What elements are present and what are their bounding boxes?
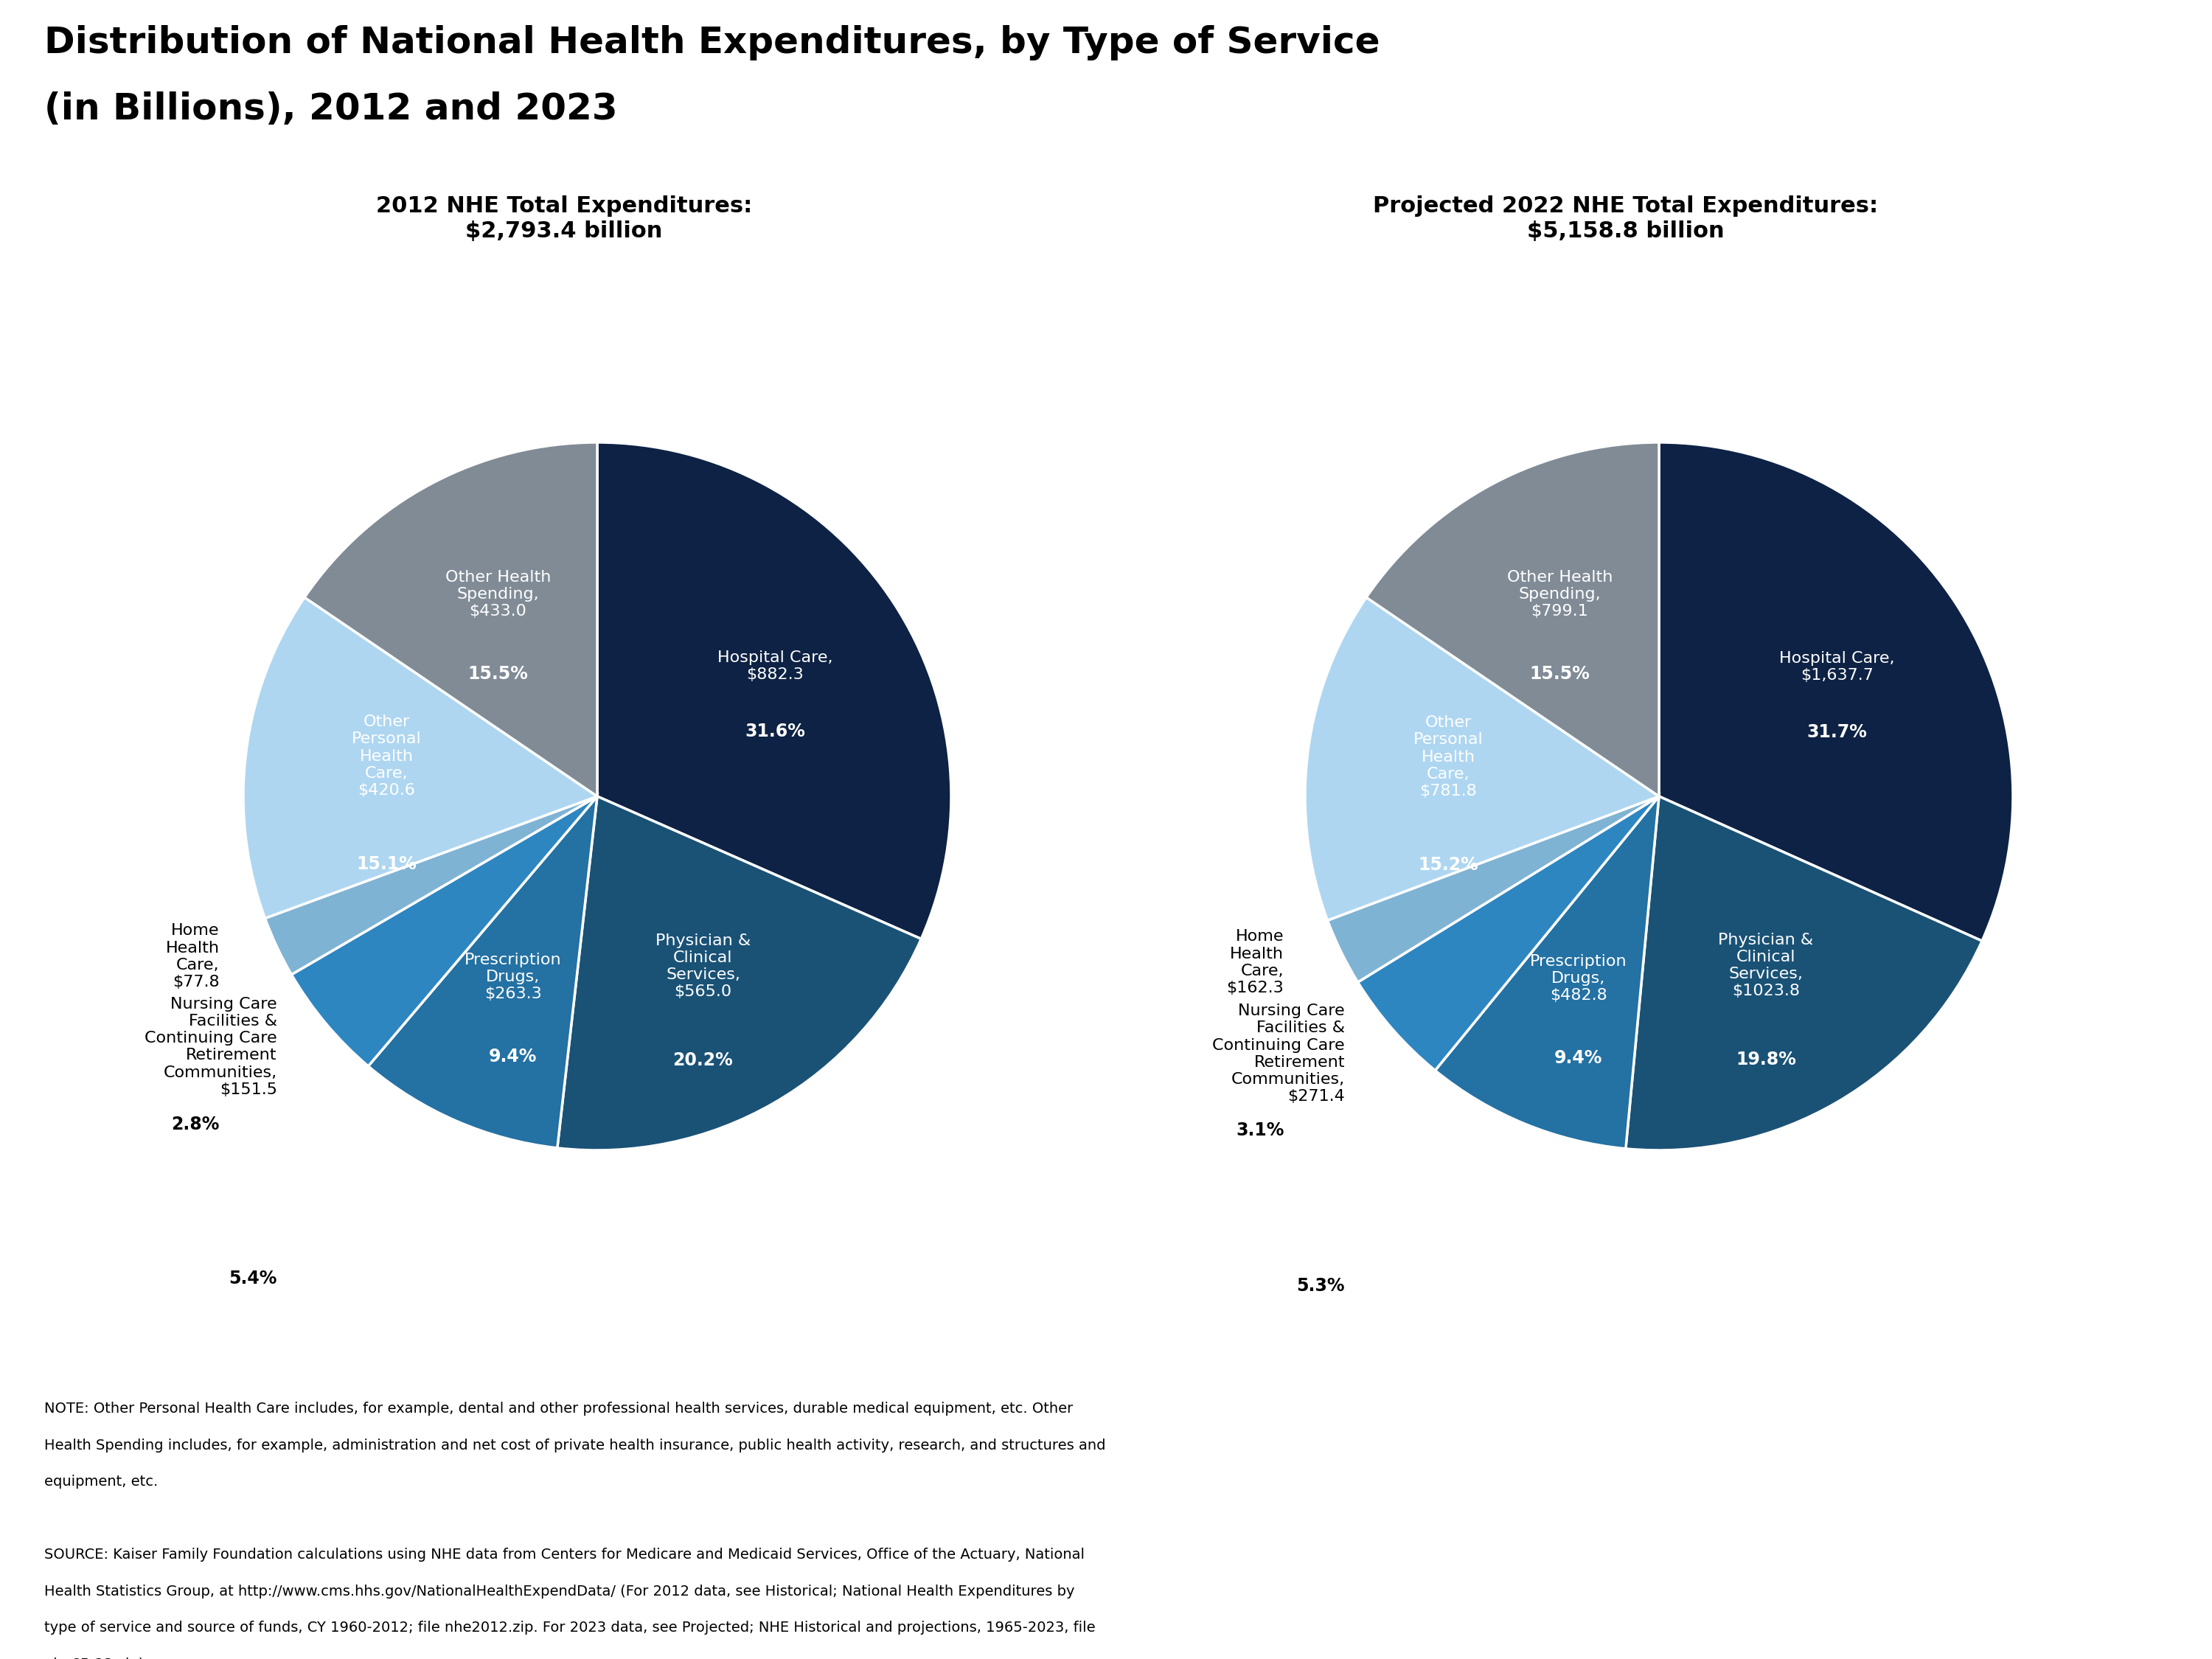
Wedge shape bbox=[305, 443, 597, 796]
Text: 15.2%: 15.2% bbox=[1418, 856, 1478, 874]
Text: Nursing Care
Facilities &
Continuing Care
Retirement
Communities,
$151.5: Nursing Care Facilities & Continuing Car… bbox=[144, 997, 276, 1097]
Text: 5.4%: 5.4% bbox=[228, 1269, 276, 1287]
Wedge shape bbox=[265, 796, 597, 974]
Text: Hospital Care,
$882.3: Hospital Care, $882.3 bbox=[717, 650, 832, 682]
Wedge shape bbox=[292, 796, 597, 1067]
Text: 19.8%: 19.8% bbox=[1736, 1050, 1796, 1068]
Wedge shape bbox=[1358, 796, 1659, 1070]
Text: 15.5%: 15.5% bbox=[467, 665, 529, 684]
Wedge shape bbox=[243, 597, 597, 919]
Text: Other
Personal
Health
Care,
$781.8: Other Personal Health Care, $781.8 bbox=[1413, 715, 1482, 798]
Text: Health Spending includes, for example, administration and net cost of private he: Health Spending includes, for example, a… bbox=[44, 1438, 1106, 1452]
Wedge shape bbox=[1626, 796, 1982, 1150]
Wedge shape bbox=[597, 443, 951, 939]
Text: FOUNDATION: FOUNDATION bbox=[2013, 1598, 2081, 1608]
Text: nhe65-23.zip).: nhe65-23.zip). bbox=[44, 1657, 148, 1659]
Text: NOTE: Other Personal Health Care includes, for example, dental and other profess: NOTE: Other Personal Health Care include… bbox=[44, 1402, 1073, 1415]
Text: Hospital Care,
$1,637.7: Hospital Care, $1,637.7 bbox=[1778, 650, 1896, 682]
Wedge shape bbox=[367, 796, 597, 1148]
Text: Home
Health
Care,
$162.3: Home Health Care, $162.3 bbox=[1228, 929, 1283, 995]
Wedge shape bbox=[1305, 597, 1659, 921]
Text: Nursing Care
Facilities &
Continuing Care
Retirement
Communities,
$271.4: Nursing Care Facilities & Continuing Car… bbox=[1212, 1004, 1345, 1103]
Text: (in Billions), 2012 and 2023: (in Billions), 2012 and 2023 bbox=[44, 91, 617, 126]
Text: 31.7%: 31.7% bbox=[1807, 723, 1867, 742]
Text: 15.5%: 15.5% bbox=[1528, 665, 1590, 684]
Text: Home
Health
Care,
$77.8: Home Health Care, $77.8 bbox=[166, 924, 219, 989]
Text: equipment, etc.: equipment, etc. bbox=[44, 1475, 157, 1488]
Wedge shape bbox=[1436, 796, 1659, 1148]
Text: Other
Personal
Health
Care,
$420.6: Other Personal Health Care, $420.6 bbox=[352, 715, 422, 798]
Text: 3.1%: 3.1% bbox=[1237, 1121, 1283, 1140]
Wedge shape bbox=[1659, 443, 2013, 941]
Wedge shape bbox=[557, 796, 920, 1150]
Text: Projected 2022 NHE Total Expenditures:
$5,158.8 billion: Projected 2022 NHE Total Expenditures: $… bbox=[1374, 196, 1878, 242]
Text: KAISER: KAISER bbox=[2017, 1513, 2077, 1528]
Text: FAMILY: FAMILY bbox=[2020, 1556, 2075, 1569]
Text: 2012 NHE Total Expenditures:
$2,793.4 billion: 2012 NHE Total Expenditures: $2,793.4 bi… bbox=[376, 196, 752, 242]
Text: 15.1%: 15.1% bbox=[356, 856, 416, 873]
Text: Other Health
Spending,
$799.1: Other Health Spending, $799.1 bbox=[1506, 571, 1613, 619]
Text: Physician &
Clinical
Services,
$565.0: Physician & Clinical Services, $565.0 bbox=[655, 934, 750, 999]
Text: type of service and source of funds, CY 1960-2012; file nhe2012.zip. For 2023 da: type of service and source of funds, CY … bbox=[44, 1621, 1095, 1634]
Text: 20.2%: 20.2% bbox=[672, 1052, 732, 1068]
Text: Prescription
Drugs,
$263.3: Prescription Drugs, $263.3 bbox=[465, 952, 562, 1002]
Text: 2.8%: 2.8% bbox=[170, 1117, 219, 1133]
Wedge shape bbox=[1367, 443, 1659, 796]
Wedge shape bbox=[1327, 796, 1659, 982]
Text: 9.4%: 9.4% bbox=[489, 1048, 538, 1065]
Text: Physician &
Clinical
Services,
$1023.8: Physician & Clinical Services, $1023.8 bbox=[1719, 932, 1814, 999]
Text: 9.4%: 9.4% bbox=[1555, 1050, 1601, 1067]
Text: Other Health
Spending,
$433.0: Other Health Spending, $433.0 bbox=[445, 571, 551, 619]
Text: SOURCE: Kaiser Family Foundation calculations using NHE data from Centers for Me: SOURCE: Kaiser Family Foundation calcula… bbox=[44, 1548, 1084, 1561]
Text: 5.3%: 5.3% bbox=[1296, 1277, 1345, 1294]
Text: Health Statistics Group, at http://www.cms.hhs.gov/NationalHealthExpendData/ (Fo: Health Statistics Group, at http://www.c… bbox=[44, 1584, 1075, 1598]
Text: Prescription
Drugs,
$482.8: Prescription Drugs, $482.8 bbox=[1531, 954, 1626, 1004]
Text: 31.6%: 31.6% bbox=[745, 723, 805, 740]
Text: Distribution of National Health Expenditures, by Type of Service: Distribution of National Health Expendit… bbox=[44, 25, 1380, 60]
Text: THE HENRY J.: THE HENRY J. bbox=[2020, 1470, 2075, 1477]
